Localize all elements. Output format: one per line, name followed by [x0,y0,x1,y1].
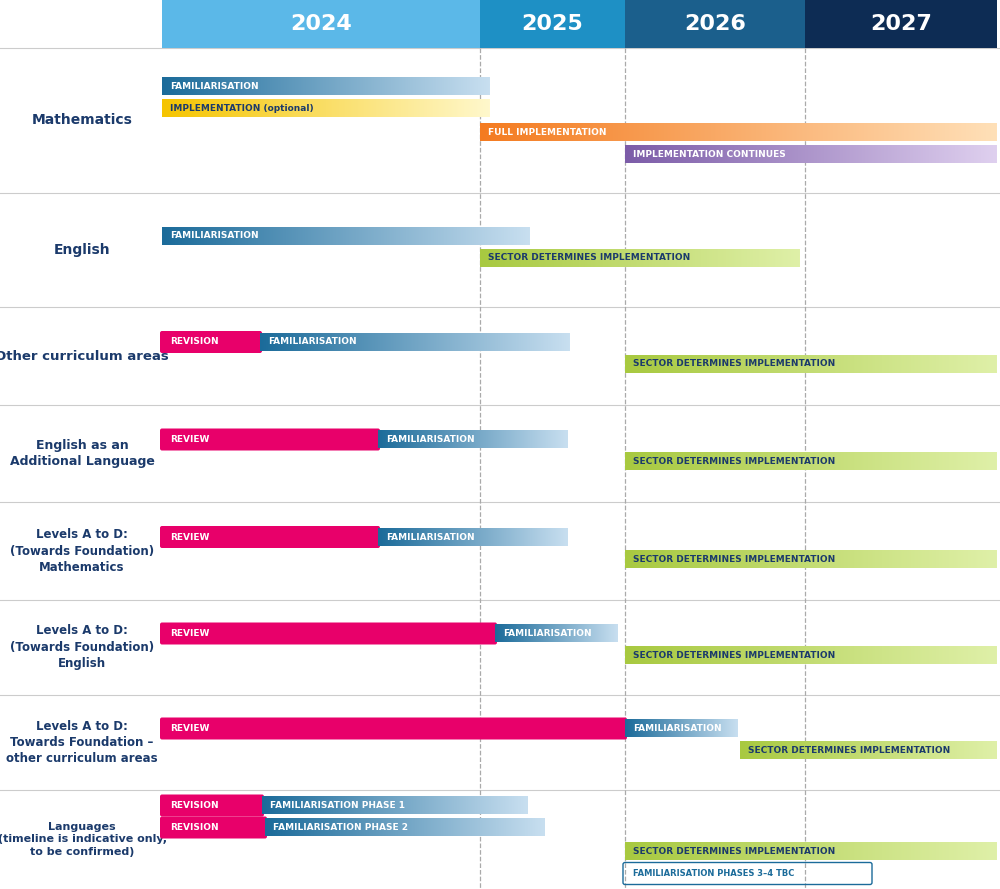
Bar [162,0,480,48]
Text: SECTOR DETERMINES IMPLEMENTATION: SECTOR DETERMINES IMPLEMENTATION [633,555,835,564]
FancyBboxPatch shape [160,816,267,838]
Text: FULL IMPLEMENTATION: FULL IMPLEMENTATION [488,128,606,137]
Text: FAMILIARISATION: FAMILIARISATION [386,533,475,541]
Text: 2027: 2027 [870,14,932,34]
Text: SECTOR DETERMINES IMPLEMENTATION: SECTOR DETERMINES IMPLEMENTATION [633,359,835,369]
Text: REVIEW: REVIEW [170,724,209,733]
Text: Mathematics: Mathematics [32,114,132,127]
Text: FAMILIARISATION: FAMILIARISATION [170,82,259,91]
Text: English as an
Additional Language: English as an Additional Language [10,439,154,469]
Text: SECTOR DETERMINES IMPLEMENTATION: SECTOR DETERMINES IMPLEMENTATION [633,651,835,660]
Text: FAMILIARISATION PHASE 2: FAMILIARISATION PHASE 2 [273,823,408,832]
Text: FAMILIARISATION: FAMILIARISATION [633,724,722,733]
Text: FAMILIARISATION: FAMILIARISATION [386,435,475,444]
Text: 2026: 2026 [684,14,746,34]
Text: SECTOR DETERMINES IMPLEMENTATION: SECTOR DETERMINES IMPLEMENTATION [748,746,950,755]
Text: English: English [54,243,110,257]
FancyBboxPatch shape [160,717,627,740]
Text: 2025: 2025 [522,14,583,34]
Text: FAMILIARISATION PHASES 3–4 TBC: FAMILIARISATION PHASES 3–4 TBC [633,869,794,878]
Text: IMPLEMENTATION CONTINUES: IMPLEMENTATION CONTINUES [633,150,786,159]
Text: SECTOR DETERMINES IMPLEMENTATION: SECTOR DETERMINES IMPLEMENTATION [488,253,690,262]
Text: Levels A to D:
(Towards Foundation)
English: Levels A to D: (Towards Foundation) Engl… [10,624,154,670]
Text: Levels A to D:
Towards Foundation –
other curriculum areas: Levels A to D: Towards Foundation – othe… [6,719,158,765]
Bar [480,0,625,48]
Text: FAMILIARISATION: FAMILIARISATION [503,629,592,638]
FancyBboxPatch shape [160,428,380,451]
Text: FAMILIARISATION: FAMILIARISATION [170,231,259,241]
Text: REVIEW: REVIEW [170,435,209,444]
Text: REVISION: REVISION [170,801,219,810]
FancyBboxPatch shape [160,331,262,353]
Text: REVISION: REVISION [170,338,219,347]
Bar [625,0,805,48]
Text: REVIEW: REVIEW [170,533,209,541]
Bar [805,0,997,48]
Text: IMPLEMENTATION (optional): IMPLEMENTATION (optional) [170,104,314,113]
Text: REVISION: REVISION [170,823,219,832]
Text: FAMILIARISATION: FAMILIARISATION [268,338,357,347]
Text: Other curriculum areas: Other curriculum areas [0,349,169,363]
Text: Languages
(timeline is indicative only,
to be confirmed): Languages (timeline is indicative only, … [0,821,166,857]
FancyBboxPatch shape [160,622,497,645]
FancyBboxPatch shape [160,795,264,816]
Text: FAMILIARISATION PHASE 1: FAMILIARISATION PHASE 1 [270,801,405,810]
Text: REVIEW: REVIEW [170,629,209,638]
Text: SECTOR DETERMINES IMPLEMENTATION: SECTOR DETERMINES IMPLEMENTATION [633,457,835,466]
FancyBboxPatch shape [160,526,380,548]
Text: 2024: 2024 [290,14,352,34]
Text: SECTOR DETERMINES IMPLEMENTATION: SECTOR DETERMINES IMPLEMENTATION [633,847,835,856]
Text: Levels A to D:
(Towards Foundation)
Mathematics: Levels A to D: (Towards Foundation) Math… [10,528,154,574]
